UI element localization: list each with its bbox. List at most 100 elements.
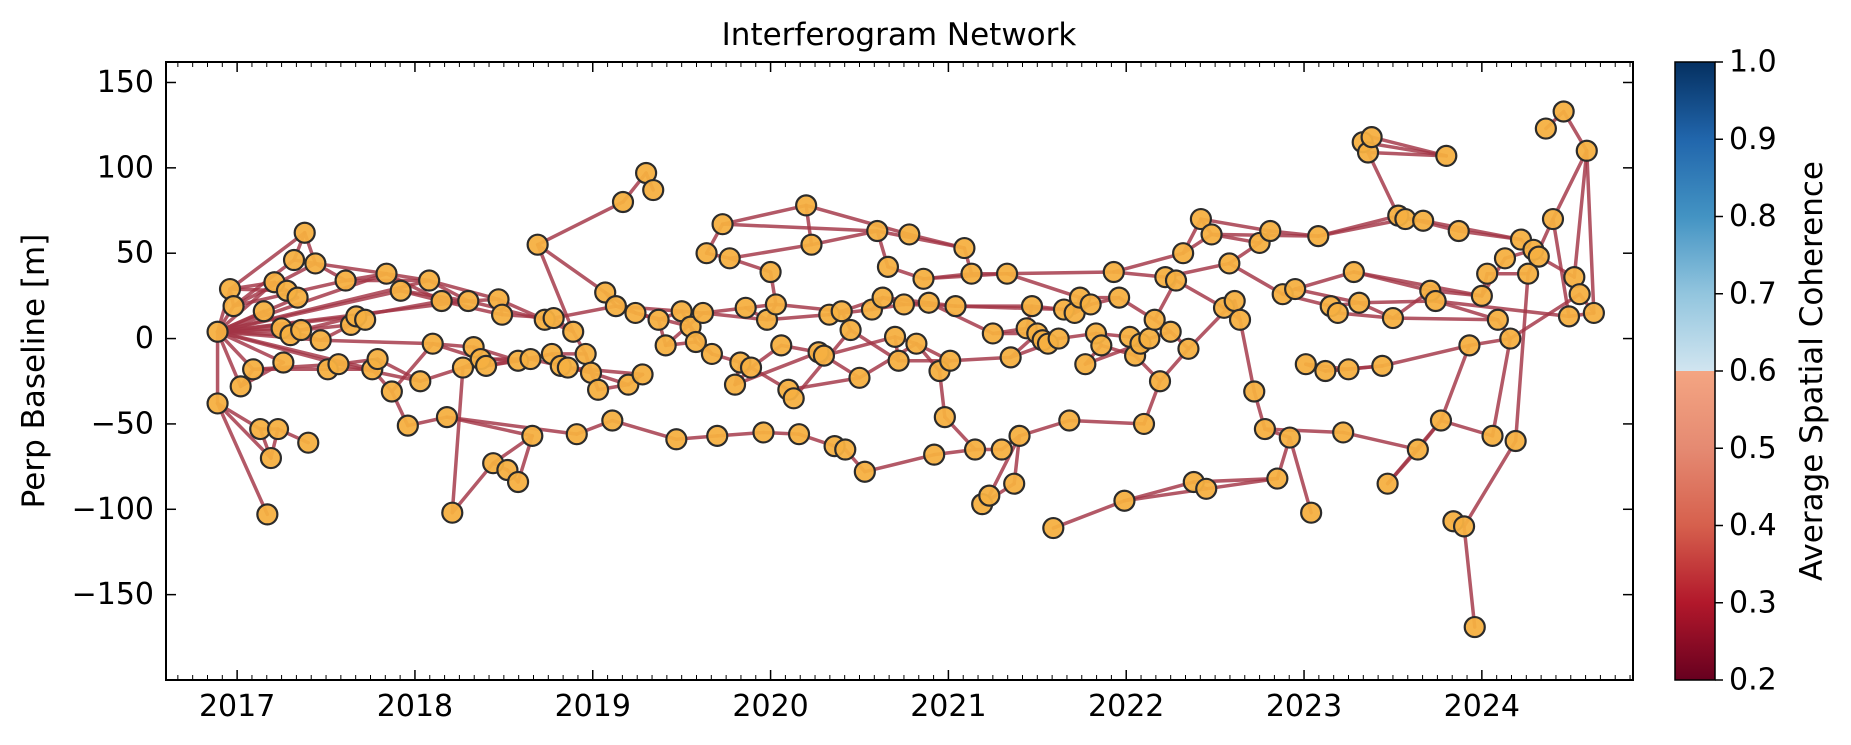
interferogram-edge (445, 415, 579, 436)
acquisition-nodes (206, 100, 1605, 639)
acquisition-point (327, 353, 350, 376)
acquisition-point (430, 289, 453, 313)
acquisition-point (871, 286, 894, 309)
acquisition-point (960, 262, 983, 285)
acquisition-point (1499, 327, 1522, 350)
acquisition-point (1381, 306, 1405, 330)
acquisition-point (711, 213, 734, 236)
acquisition-point (1371, 354, 1394, 377)
acquisition-point (421, 332, 444, 355)
acquisition-point (435, 405, 459, 429)
interferogram-edge (1366, 150, 1401, 218)
acquisition-point (830, 300, 853, 323)
x-tick-label: 2020 (732, 689, 808, 724)
colorbar-tick-label: 0.7 (1729, 276, 1777, 311)
acquisition-point (506, 470, 530, 494)
acquisition-point (1360, 126, 1383, 149)
acquisition-point (723, 373, 747, 396)
acquisition-point (1314, 359, 1337, 383)
acquisition-point (647, 308, 670, 331)
acquisition-point (1090, 334, 1113, 357)
acquisition-point (611, 190, 635, 214)
interferogram-edge (720, 203, 808, 226)
acquisition-point (526, 233, 549, 256)
interferogram-edge (450, 365, 465, 515)
interferogram-edge (987, 434, 1022, 498)
x-tick-label: 2021 (910, 689, 986, 724)
acquisition-point (1557, 305, 1581, 328)
acquisition-point (229, 375, 252, 398)
acquisition-point (309, 329, 332, 352)
x-tick-label: 2017 (199, 689, 275, 724)
acquisition-point (1113, 489, 1136, 512)
acquisition-point (1300, 501, 1323, 524)
acquisition-point (1138, 327, 1161, 350)
acquisition-point (451, 356, 475, 379)
acquisition-point (1376, 472, 1399, 495)
acquisition-point (866, 219, 889, 243)
acquisition-point (1429, 409, 1453, 432)
acquisition-point (1047, 327, 1070, 350)
acquisition-point (700, 342, 724, 366)
interferogram-edge (1585, 149, 1596, 315)
acquisition-point (1582, 301, 1605, 325)
acquisition-point (304, 252, 327, 275)
x-tick-label: 2022 (1088, 689, 1164, 724)
interferogram-edge (1369, 135, 1449, 158)
y-tick-label: −50 (91, 406, 154, 441)
y-tick-label: 0 (135, 321, 154, 356)
acquisition-point (1412, 209, 1435, 232)
x-tick-label: 2018 (377, 689, 453, 724)
acquisition-point (1307, 225, 1330, 248)
acquisition-point (389, 279, 412, 302)
interferogram-edge (318, 338, 435, 346)
acquisition-point (898, 223, 921, 246)
colorbar-tick-label: 0.3 (1729, 585, 1777, 620)
acquisition-point (206, 320, 229, 343)
acquisition-point (252, 300, 275, 323)
interferogram-edge (1513, 271, 1530, 443)
interferogram-edge (427, 278, 501, 302)
acquisition-point (409, 370, 432, 393)
acquisition-point (923, 443, 946, 466)
colorbar-tick-label: 0.9 (1729, 122, 1777, 157)
acquisition-point (1516, 262, 1540, 285)
acquisition-point (1058, 409, 1081, 432)
y-axis: −150 −100 −50 0 50 100 150 Perp Baseline… (16, 65, 1633, 612)
interferogram-edge (1357, 299, 1438, 305)
acquisition-point (953, 236, 976, 260)
acquisition-point (939, 349, 962, 372)
acquisition-point (1527, 245, 1550, 268)
colorbar-tick-label: 0.6 (1729, 354, 1777, 389)
acquisition-point (1447, 219, 1470, 243)
acquisition-point (1342, 260, 1365, 284)
acquisition-point (1108, 286, 1131, 309)
acquisition-point (883, 325, 907, 348)
acquisition-point (474, 354, 498, 377)
acquisition-point (206, 392, 229, 415)
acquisition-point (1102, 260, 1125, 284)
acquisition-point (490, 303, 514, 326)
acquisition-point (1042, 516, 1065, 540)
colorbar-gradient (1674, 61, 1716, 681)
acquisition-point (354, 308, 377, 331)
interferogram-edge (809, 229, 880, 247)
acquisition-point (1159, 320, 1182, 343)
acquisition-point (995, 262, 1019, 285)
acquisition-point (1218, 252, 1241, 275)
acquisition-point (293, 221, 316, 244)
interferogram-edge (822, 335, 897, 358)
acquisition-point (586, 378, 610, 401)
acquisition-point (542, 306, 565, 330)
acquisition-point (562, 320, 585, 343)
x-axis: 2017 2018 2019 2020 2021 2022 2023 2024 (177, 62, 1631, 724)
acquisition-point (1177, 337, 1200, 360)
acquisition-point (1458, 334, 1481, 357)
acquisition-point (706, 424, 729, 447)
acquisition-point (290, 318, 313, 342)
acquisition-point (782, 387, 805, 410)
acquisition-point (259, 446, 283, 470)
colorbar-tick-marks (1715, 61, 1723, 681)
interferogram-edge (215, 329, 286, 365)
